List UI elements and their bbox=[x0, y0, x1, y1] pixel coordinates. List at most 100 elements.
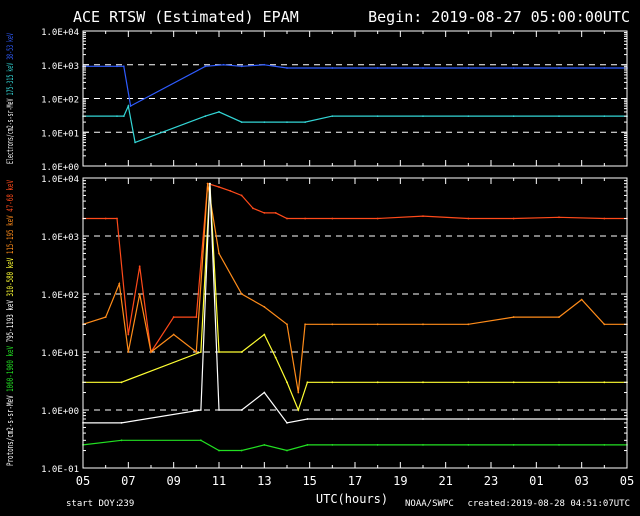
data-point-115-195-kev bbox=[603, 323, 606, 326]
data-point-115-195-kev bbox=[138, 293, 141, 295]
data-point-795-1193-kev bbox=[286, 421, 288, 424]
data-point-115-195-kev bbox=[150, 351, 152, 353]
data-point-795-1193-kev bbox=[603, 418, 606, 420]
data-point-47-68-kev bbox=[512, 217, 515, 220]
data-point-175-315-kev bbox=[304, 121, 307, 123]
data-point-47-68-kev bbox=[172, 316, 175, 318]
data-point-795-1193-kev bbox=[558, 418, 560, 420]
series-layer bbox=[82, 63, 628, 452]
data-point-115-195-kev bbox=[218, 252, 220, 255]
data-point-1060-1900-kev bbox=[218, 449, 220, 452]
data-point-795-1193-kev bbox=[199, 409, 202, 411]
data-point-175-315-kev bbox=[263, 121, 266, 123]
y-axis-label-segment: 310-580 keV bbox=[6, 257, 16, 300]
data-point-795-1193-kev bbox=[512, 418, 515, 420]
series-1060-1900-kev bbox=[82, 439, 627, 452]
x-tick-label: 07 bbox=[121, 474, 135, 488]
created-timestamp: created:2019-08-28 04:51:07UTC bbox=[467, 499, 630, 509]
data-point-47-68-kev bbox=[138, 265, 141, 268]
y-tick-label-electrons: 1.0E+00 bbox=[41, 163, 79, 173]
data-point-795-1193-kev bbox=[331, 418, 334, 420]
data-point-795-1193-kev bbox=[120, 421, 123, 424]
x-tick-label: 21 bbox=[438, 474, 452, 488]
grid-layer bbox=[83, 64, 627, 411]
data-point-47-68-kev bbox=[116, 217, 118, 220]
data-point-115-195-kev bbox=[304, 323, 307, 326]
data-point-795-1193-kev bbox=[263, 391, 266, 394]
y-tick-label-electrons: 1.0E+01 bbox=[41, 129, 79, 139]
data-point-310-580-kev bbox=[286, 381, 288, 384]
data-point-310-580-kev bbox=[218, 351, 220, 353]
chart-title: ACE RTSW (Estimated) EPAM bbox=[73, 8, 299, 26]
start-doy-label: start DOY: bbox=[66, 499, 120, 509]
data-point-38-53-kev bbox=[467, 67, 470, 69]
y-axis-label-segment: 175-315 keV bbox=[6, 62, 16, 98]
data-point-115-195-kev bbox=[172, 333, 175, 336]
data-point-38-53-kev bbox=[116, 65, 118, 68]
data-point-175-315-kev bbox=[127, 105, 130, 107]
data-point-1060-1900-kev bbox=[263, 444, 266, 446]
data-point-47-68-kev bbox=[195, 316, 198, 318]
data-point-175-315-kev bbox=[467, 115, 470, 118]
data-point-47-68-kev bbox=[240, 194, 243, 197]
data-point-47-68-kev bbox=[331, 217, 334, 220]
data-point-38-53-kev bbox=[122, 65, 125, 68]
y-axis-label-protons: Protons/cm2-s-sr-MeV 1060-1900 keV 795-1… bbox=[6, 180, 16, 466]
data-point-1060-1900-kev bbox=[422, 444, 424, 446]
data-point-310-580-kev bbox=[376, 381, 379, 384]
data-point-795-1193-kev bbox=[240, 409, 243, 411]
y-axis-label-segment: 38-53 keV bbox=[6, 33, 16, 63]
y-tick-label-protons: 1.0E+02 bbox=[41, 291, 79, 301]
y-axis-label-electrons: Electrons/cm2-s-sr-MeV 175-315 keV 38-53… bbox=[6, 33, 16, 164]
y-tick-label-protons: 1.0E+01 bbox=[41, 349, 79, 359]
data-point-175-315-kev bbox=[286, 121, 288, 123]
data-point-175-315-kev bbox=[204, 115, 207, 118]
data-point-38-53-kev bbox=[286, 67, 288, 69]
data-point-310-580-kev bbox=[240, 351, 243, 353]
y-axis-label-segment: 795-1193 keV bbox=[6, 300, 16, 346]
y-tick-label-protons: 1.0E+00 bbox=[41, 407, 79, 417]
data-point-115-195-kev bbox=[195, 351, 198, 353]
data-point-1060-1900-kev bbox=[306, 444, 309, 446]
data-point-310-580-kev bbox=[199, 351, 202, 353]
x-tick-label: 19 bbox=[393, 474, 407, 488]
data-point-310-580-kev bbox=[603, 381, 606, 384]
y-axis-label-segment: 47-68 keV bbox=[6, 180, 16, 216]
data-point-115-195-kev bbox=[240, 293, 243, 295]
data-point-310-580-kev bbox=[120, 381, 123, 384]
data-point-1060-1900-kev bbox=[331, 444, 334, 446]
data-point-795-1193-kev bbox=[209, 182, 211, 185]
y-tick-label-electrons: 1.0E+04 bbox=[41, 28, 79, 38]
start-doy-value: 239 bbox=[118, 499, 134, 509]
x-tick-label: 15 bbox=[302, 474, 316, 488]
data-point-47-68-kev bbox=[286, 217, 288, 220]
data-point-47-68-kev bbox=[274, 212, 277, 214]
data-point-795-1193-kev bbox=[306, 418, 309, 420]
data-point-175-315-kev bbox=[240, 121, 243, 123]
data-point-115-195-kev bbox=[297, 391, 300, 394]
x-tick-label: 01 bbox=[529, 474, 543, 488]
y-tick-label-electrons: 1.0E+03 bbox=[41, 62, 79, 72]
data-point-115-195-kev bbox=[286, 323, 288, 326]
y-axis-label-segment: 1060-1900 keV bbox=[6, 346, 16, 396]
data-point-47-68-kev bbox=[127, 333, 130, 336]
data-point-115-195-kev bbox=[104, 316, 107, 318]
x-tick-label: 03 bbox=[574, 474, 588, 488]
data-point-310-580-kev bbox=[331, 381, 334, 384]
data-point-1060-1900-kev bbox=[467, 444, 470, 446]
data-point-38-53-kev bbox=[512, 67, 515, 69]
data-point-47-68-kev bbox=[104, 217, 107, 220]
data-point-1060-1900-kev bbox=[376, 444, 379, 446]
data-point-1060-1900-kev bbox=[199, 439, 202, 442]
data-point-115-195-kev bbox=[558, 316, 560, 318]
data-point-115-195-kev bbox=[331, 323, 334, 326]
x-tick-label: 17 bbox=[348, 474, 362, 488]
data-point-47-68-kev bbox=[218, 186, 220, 188]
data-point-310-580-kev bbox=[467, 381, 470, 384]
data-point-795-1193-kev bbox=[422, 418, 424, 420]
data-point-310-580-kev bbox=[263, 333, 266, 336]
data-point-795-1193-kev bbox=[376, 418, 379, 420]
y-tick-label-protons: 1.0E-01 bbox=[41, 465, 79, 475]
